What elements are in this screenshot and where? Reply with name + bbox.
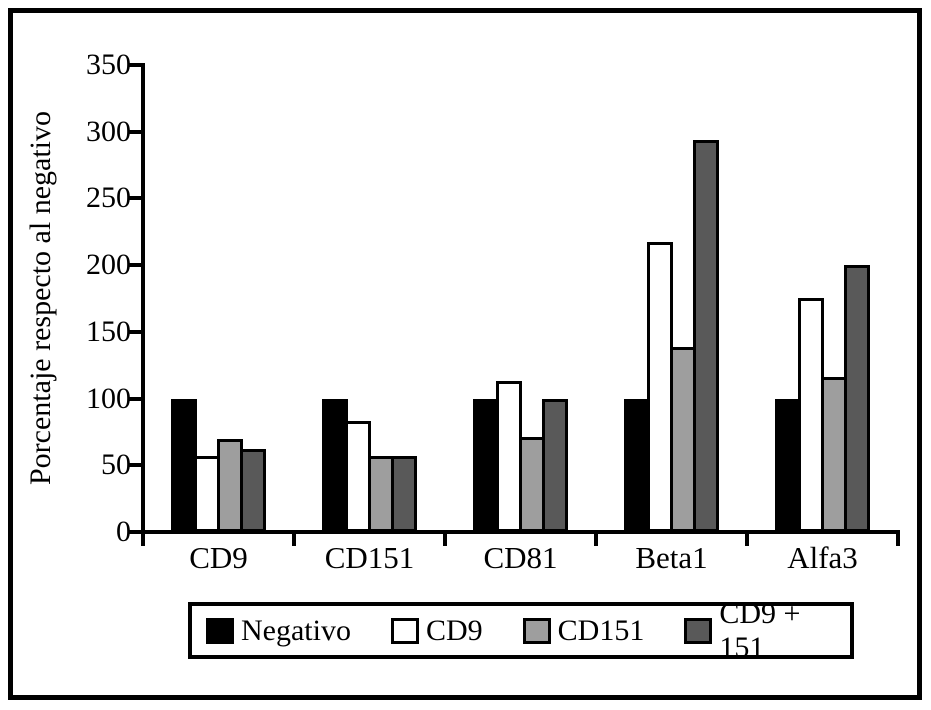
x-category-label-cd151: CD151 bbox=[324, 540, 415, 575]
y-tick-label: 300 bbox=[86, 114, 131, 148]
y-tick-label: 200 bbox=[86, 248, 131, 282]
bar-cd9-151-cd151 bbox=[391, 456, 417, 532]
y-tick bbox=[128, 329, 141, 334]
legend-entry-cd9-151: CD9 + 151 bbox=[684, 597, 850, 665]
legend-entry-negativo: Negativo bbox=[206, 614, 351, 648]
x-category-label-alfa3: Alfa3 bbox=[787, 540, 858, 575]
y-tick-label: 250 bbox=[86, 181, 131, 215]
y-tick bbox=[128, 463, 141, 468]
y-tick bbox=[128, 530, 141, 534]
y-tick bbox=[128, 196, 141, 201]
legend-entry-cd9: CD9 bbox=[390, 613, 483, 648]
y-tick-label: 150 bbox=[86, 314, 131, 348]
outer-frame bbox=[8, 8, 922, 700]
x-tick bbox=[594, 532, 598, 546]
x-category-label-cd81: CD81 bbox=[483, 540, 558, 575]
y-tick-label: 350 bbox=[86, 47, 131, 81]
legend-label-cd9: CD9 bbox=[425, 613, 483, 647]
y-tick-label: 0 bbox=[116, 515, 131, 548]
bar-cd9-151-cd81 bbox=[542, 399, 568, 532]
legend-entry-cd151: CD151 bbox=[522, 613, 645, 648]
y-tick-label: 100 bbox=[86, 381, 131, 415]
y-tick bbox=[128, 129, 141, 134]
legend-label-cd9-151: CD9 + 151 bbox=[719, 596, 801, 664]
legend-label-cd151: CD151 bbox=[557, 613, 645, 647]
x-axis-line bbox=[141, 530, 900, 534]
y-tick-label: 50 bbox=[101, 448, 131, 482]
x-tick bbox=[443, 532, 447, 546]
x-tick bbox=[141, 532, 145, 546]
legend-swatch-negativo bbox=[206, 617, 234, 644]
x-tick bbox=[292, 532, 296, 546]
y-tick bbox=[128, 263, 141, 268]
legend: Negativo CD9 CD151 CD9 + 151 bbox=[188, 597, 854, 664]
legend-swatch-cd9 bbox=[390, 617, 419, 644]
y-tick bbox=[128, 62, 141, 67]
legend-swatch-cd9-151 bbox=[684, 617, 713, 644]
y-axis-line bbox=[141, 63, 145, 534]
bar-cd9-151-alfa3 bbox=[844, 265, 870, 532]
x-category-label-beta1: Beta1 bbox=[635, 540, 708, 575]
legend-swatch-cd151 bbox=[522, 617, 551, 644]
bar-cd9-151-beta1 bbox=[693, 140, 719, 532]
x-tick bbox=[745, 532, 749, 546]
bar-cd9-151-cd9 bbox=[240, 449, 266, 532]
x-tick bbox=[896, 532, 900, 546]
x-category-label-cd9: CD9 bbox=[189, 540, 248, 575]
legend-label-negativo: Negativo bbox=[241, 613, 351, 647]
y-tick bbox=[128, 396, 141, 401]
